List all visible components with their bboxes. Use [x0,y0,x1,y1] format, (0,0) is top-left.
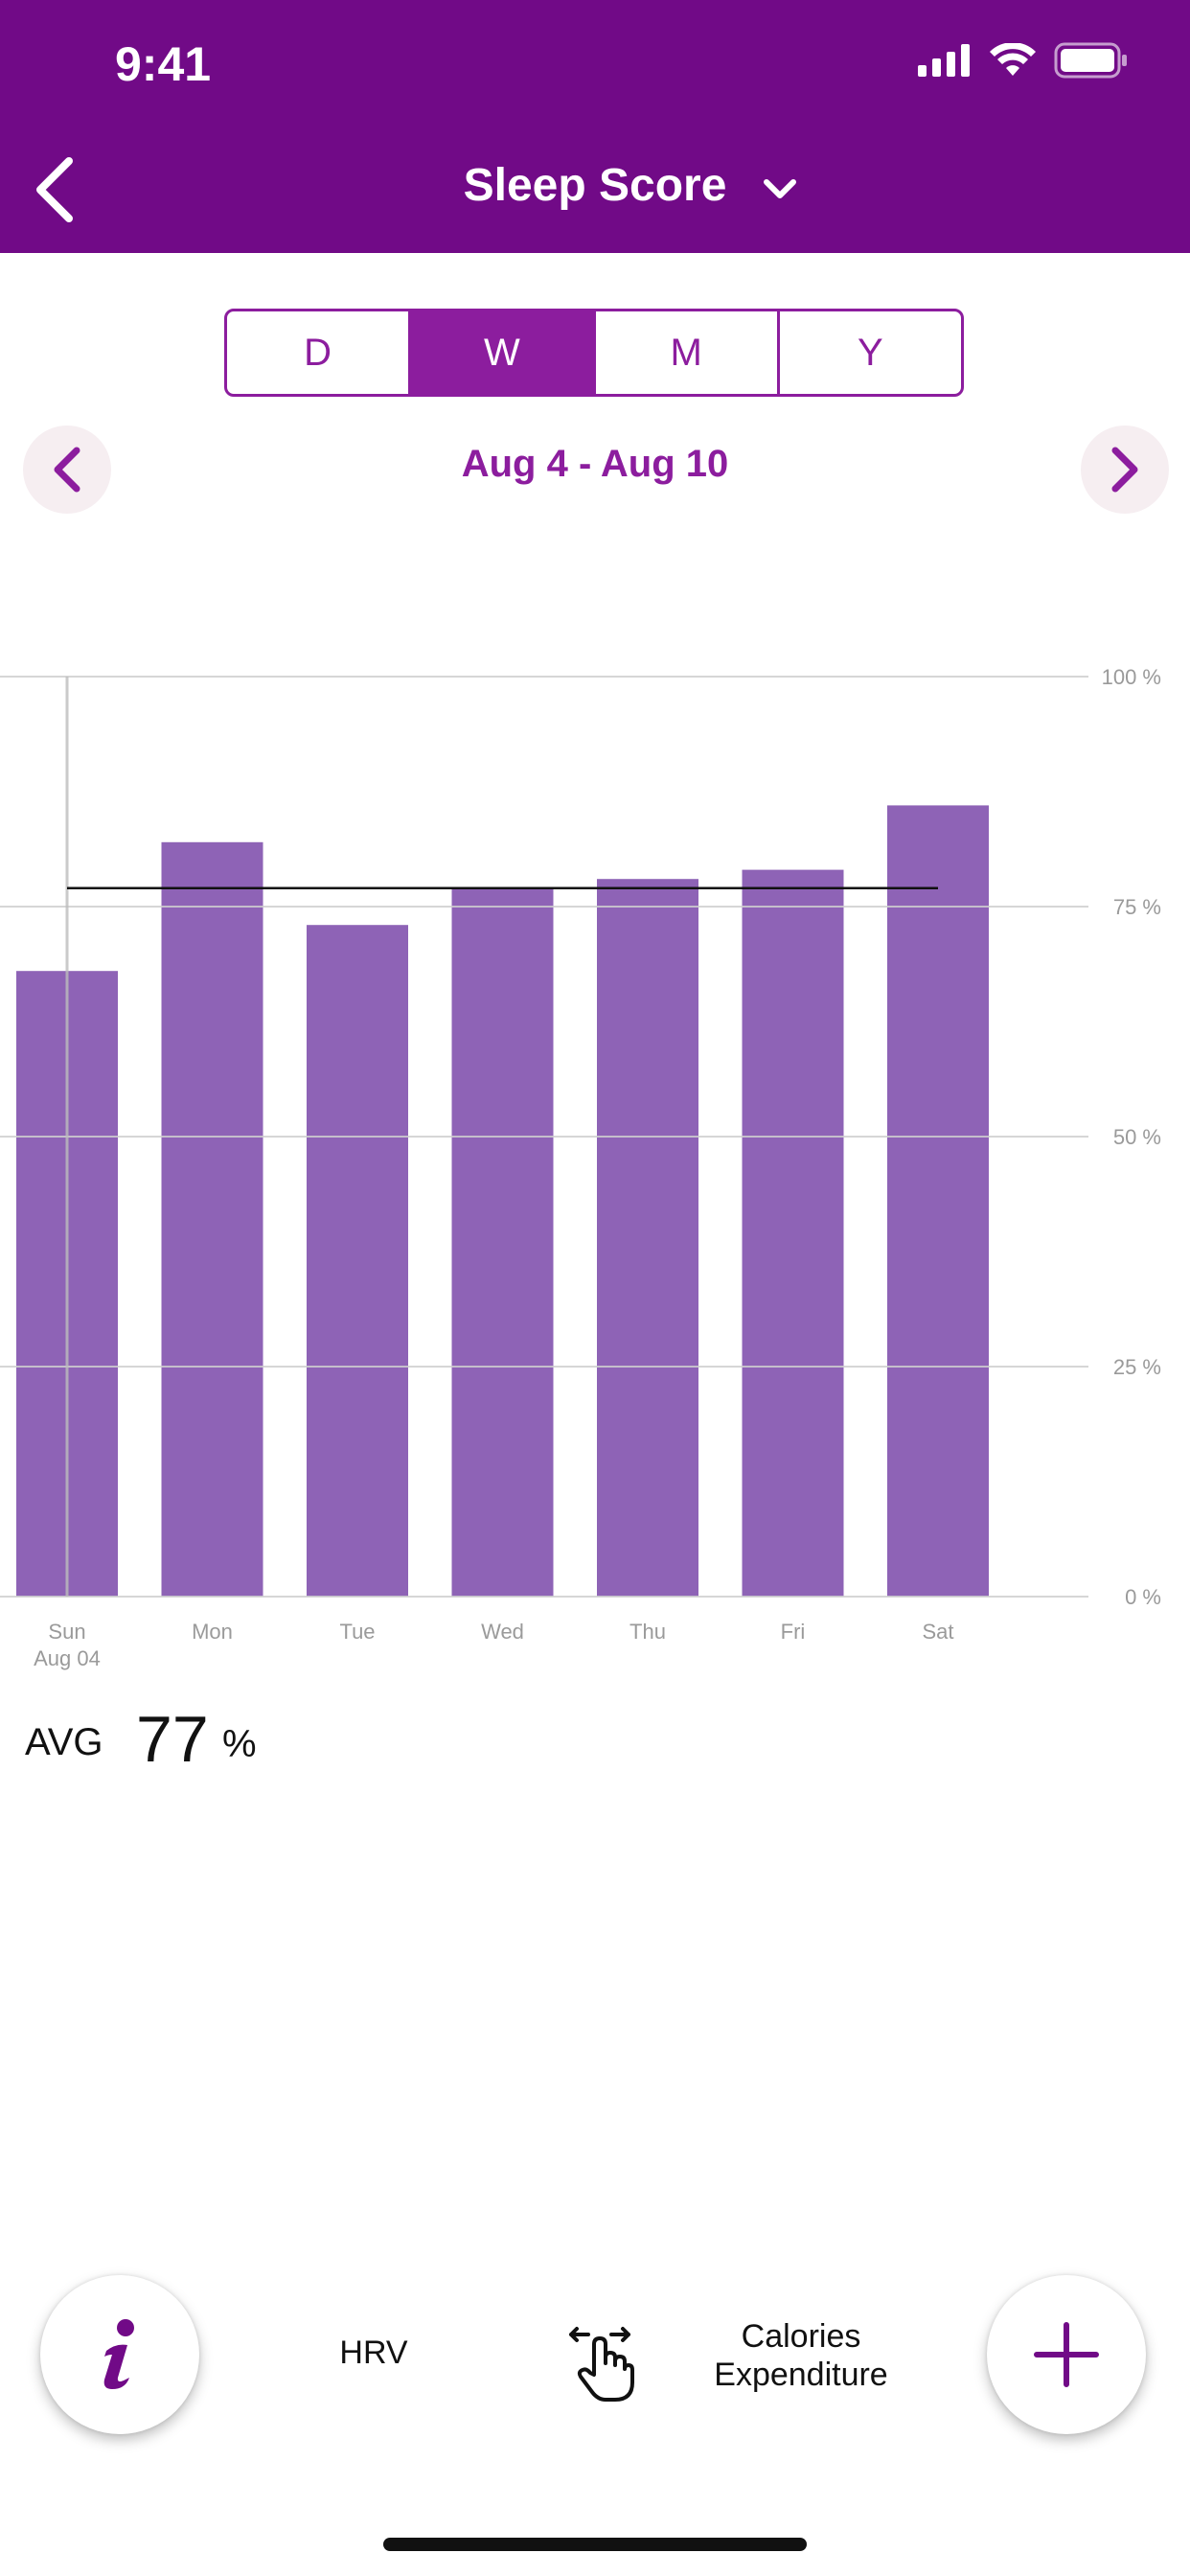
calories-expenditure-link[interactable]: Calories Expenditure [714,2318,888,2393]
status-icons [918,42,1129,79]
info-button[interactable] [40,2275,199,2434]
avg-label: AVG [25,1721,103,1763]
bar-fri [742,869,844,1597]
hrv-link[interactable]: HRV [339,2334,408,2371]
y-tick-label: 25 % [1113,1355,1161,1379]
x-tick-label: Tue [339,1620,375,1644]
bar-sat [887,805,989,1597]
plus-icon [1034,2322,1099,2387]
status-time: 9:41 [115,37,212,91]
bar-tue [307,925,408,1597]
chevron-down-icon[interactable] [761,176,799,203]
back-chevron-icon[interactable] [31,153,79,226]
avg-unit: % [222,1723,257,1765]
y-tick-label: 0 % [1125,1585,1161,1609]
title-dropdown[interactable]: Sleep Score [0,159,1190,212]
segment-month[interactable]: M [596,311,780,394]
x-tick-label: Fri [781,1620,806,1644]
home-indicator [383,2538,807,2551]
bar-mon [161,841,263,1597]
page-title: Sleep Score [463,160,727,211]
segment-week[interactable]: W [411,311,596,394]
app-header: 9:41 Sleep Score [0,0,1190,253]
swipe-hand-icon [569,2327,634,2402]
period-segmented-control: D W M Y [224,309,964,397]
chevron-right-icon [1111,447,1138,493]
segment-day[interactable]: D [227,311,412,394]
x-tick-sublabel: Aug 04 [34,1646,101,1670]
wifi-icon [990,43,1036,76]
chevron-left-icon [54,447,80,493]
info-icon [103,2319,134,2389]
x-tick-label: Thu [629,1620,666,1644]
bar-thu [597,879,698,1597]
y-tick-label: 100 % [1102,665,1161,689]
battery-icon [1054,42,1127,79]
y-tick-label: 75 % [1113,895,1161,919]
x-tick-label: Sun [48,1620,85,1644]
x-tick-label: Wed [481,1620,524,1644]
previous-period-button[interactable] [23,426,111,514]
avg-value: 77 [136,1703,209,1776]
add-button[interactable] [987,2275,1146,2434]
date-range-label: Aug 4 - Aug 10 [461,443,729,485]
bar-wed [451,887,554,1597]
y-tick-label: 50 % [1113,1125,1161,1149]
signal-icon [918,44,970,77]
segment-year[interactable]: Y [858,331,883,374]
x-tick-label: Sat [922,1620,953,1644]
x-tick-label: Mon [192,1620,233,1644]
next-period-button[interactable] [1081,426,1169,514]
